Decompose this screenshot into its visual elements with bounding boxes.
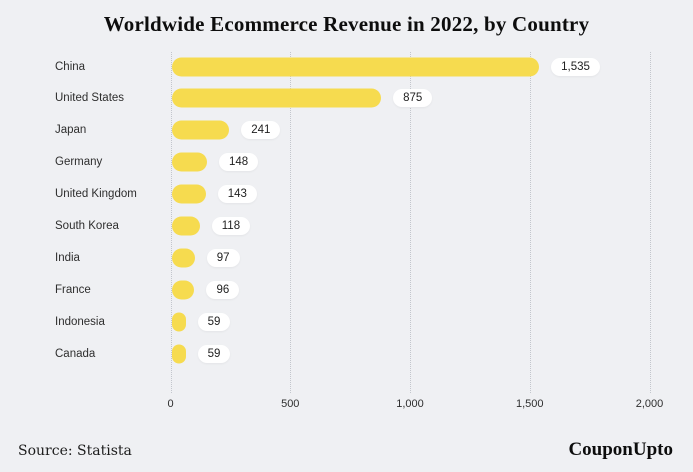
country-label: Indonesia [55,315,105,328]
bar-segment [171,280,195,300]
source-attribution: Source: Statista [18,443,132,459]
country-label: India [55,251,80,264]
value-badge: 97 [206,248,240,267]
gridline-x-500 [290,52,292,393]
brand-logo-text: CouponUpto [568,439,673,460]
bar-segment [171,57,540,76]
bar-row: Germany 148 [0,146,693,178]
bar-row: Japan 241 [0,114,693,146]
bar-segment [171,184,206,204]
bar-row: India 97 [0,242,693,274]
x-axis-tick-label: 1,500 [515,398,544,410]
x-axis-tick-label: 500 [281,398,300,410]
bar-segment [171,312,186,332]
gridline-x-2000 [649,52,651,393]
country-label: United States [55,92,125,105]
gridline-x-0 [170,52,172,393]
bar-segment [171,152,207,172]
gridline-x-1000 [410,52,411,393]
value-badge: 1,535 [551,57,600,76]
value-badge: 148 [218,153,259,172]
chart-title: Worldwide Ecommerce Revenue in 2022, by … [103,12,590,36]
country-label: France [55,283,91,296]
gridline-x-1500 [529,52,531,393]
value-badge: 59 [197,344,231,363]
x-axis-tick-label: 1,000 [396,398,424,410]
bar-row: France 96 [0,274,693,306]
country-label: United Kingdom [55,188,137,201]
value-badge: 118 [211,217,251,235]
country-label: China [55,60,86,73]
country-label: Germany [55,156,103,169]
bar-row: United States 875 [0,82,693,114]
bar-row: South Korea 118 [0,210,693,242]
country-label: Japan [55,124,87,137]
value-badge: 143 [217,185,257,204]
bar-segment [171,344,186,364]
country-label: Canada [55,347,96,360]
value-badge: 875 [393,89,433,108]
bar-row: United Kingdom 143 [0,178,693,210]
bar-segment [171,120,230,140]
bar-row: Canada 59 [0,338,693,370]
bar-segment [171,88,382,108]
country-label: South Korea [55,220,119,232]
value-badge: 59 [197,312,231,331]
value-badge: 241 [241,121,281,140]
bar-row: China 1,535 [0,51,693,83]
bar-segment [171,216,200,236]
value-badge: 96 [206,280,240,299]
x-axis-tick-label: 0 [167,398,174,410]
bar-segment [171,248,195,268]
bar-row: Indonesia 59 [0,306,693,338]
x-axis-tick-label: 2,000 [635,398,664,410]
